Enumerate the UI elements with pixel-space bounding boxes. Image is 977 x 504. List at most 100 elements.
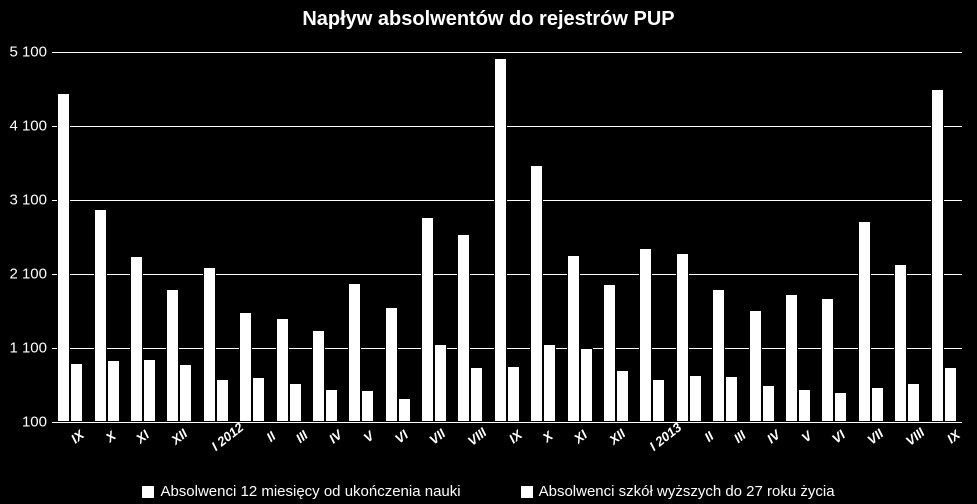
x-tick-label: V xyxy=(798,428,829,465)
x-tick-label: XII xyxy=(168,426,205,467)
bar-group xyxy=(348,283,374,422)
bar xyxy=(639,248,652,422)
legend-swatch-icon xyxy=(142,486,154,498)
bar-group xyxy=(385,307,411,422)
bar xyxy=(821,298,834,422)
bar xyxy=(385,307,398,422)
x-tick-label: IX xyxy=(944,427,977,466)
bar xyxy=(179,364,192,422)
bar xyxy=(203,267,216,422)
bar xyxy=(398,398,411,422)
bar-group xyxy=(239,312,265,422)
bar-group xyxy=(858,221,884,422)
x-tick-label: III xyxy=(293,427,326,465)
bar xyxy=(143,359,156,422)
x-tick-label: I 2013 xyxy=(646,420,699,474)
bar-group xyxy=(494,58,520,422)
bar-group xyxy=(749,310,775,422)
bar xyxy=(894,264,907,422)
bar xyxy=(749,310,762,422)
bar xyxy=(858,221,871,422)
bar-group xyxy=(567,255,593,422)
bar xyxy=(689,375,702,422)
bar-group xyxy=(457,234,483,422)
bar xyxy=(871,387,884,422)
x-tick-label: VI xyxy=(829,427,863,466)
y-tick-label: 5 100 xyxy=(3,44,47,61)
bar-group xyxy=(785,294,811,422)
x-tick-label: XII xyxy=(606,426,643,467)
bar xyxy=(944,367,957,422)
bar xyxy=(348,283,361,422)
legend-swatch-icon xyxy=(521,486,533,498)
bar xyxy=(652,379,665,422)
bar xyxy=(931,89,944,422)
y-tick-label: 2 100 xyxy=(3,266,47,283)
plot-area xyxy=(52,52,962,422)
bar xyxy=(457,234,470,422)
x-tick-label: IX xyxy=(68,427,102,466)
legend-label: Absolwenci szkół wyższych do 27 roku życ… xyxy=(539,483,835,500)
bar xyxy=(470,367,483,423)
chart-title: Napływ absolwentów do rejestrów PUP xyxy=(0,8,977,31)
bar-group xyxy=(130,256,156,423)
bar xyxy=(57,93,70,422)
bar xyxy=(70,363,83,422)
bar xyxy=(434,344,447,422)
bar-group xyxy=(94,209,120,422)
bar xyxy=(616,370,629,422)
x-tick-label: VII xyxy=(864,426,901,467)
bar-group xyxy=(203,267,229,422)
bar xyxy=(603,284,616,422)
bar xyxy=(276,318,289,422)
x-tick-label: VII xyxy=(427,426,464,467)
bar xyxy=(834,392,847,422)
bar xyxy=(166,289,179,422)
bar-group xyxy=(312,330,338,422)
bar xyxy=(798,389,811,422)
x-tick-label: VIII xyxy=(903,425,943,469)
bar-group xyxy=(166,289,192,422)
bar xyxy=(239,312,252,422)
y-tick-label: 1 100 xyxy=(3,340,47,357)
legend-item-0: Absolwenci 12 miesięcy od ukończenia nau… xyxy=(142,483,460,500)
bar-group xyxy=(603,284,629,422)
x-tick-label: VI xyxy=(392,427,426,466)
bar-group xyxy=(421,217,447,422)
gridline xyxy=(52,422,962,423)
bar xyxy=(507,366,520,422)
bar xyxy=(252,377,265,422)
bar xyxy=(421,217,434,422)
x-tick-label: IV xyxy=(764,427,798,466)
bar xyxy=(216,379,229,422)
x-tick-label: VIII xyxy=(465,425,505,469)
bar xyxy=(94,209,107,422)
bar xyxy=(289,383,302,422)
x-tick-label: III xyxy=(731,427,764,465)
chart-root: Napływ absolwentów do rejestrów PUP 1001… xyxy=(0,0,977,504)
bar xyxy=(107,360,120,422)
bar xyxy=(762,385,775,422)
legend-label: Absolwenci 12 miesięcy od ukończenia nau… xyxy=(160,483,460,500)
x-tick-label: IV xyxy=(326,427,360,466)
bar xyxy=(543,344,556,422)
bar xyxy=(530,165,543,422)
x-tick-label: XI xyxy=(133,427,167,466)
x-tick-label: X xyxy=(540,428,571,465)
x-tick-label: IX xyxy=(506,427,540,466)
bar-group xyxy=(712,289,738,422)
y-tick-label: 4 100 xyxy=(3,118,47,135)
x-tick-label: XI xyxy=(571,427,605,466)
bar-group xyxy=(894,264,920,422)
bar-group xyxy=(931,89,957,422)
x-tick-label: X xyxy=(102,428,133,465)
legend: Absolwenci 12 miesięcy od ukończenia nau… xyxy=(0,483,977,500)
bar xyxy=(907,383,920,422)
y-tick-label: 3 100 xyxy=(3,192,47,209)
bar-group xyxy=(57,93,83,422)
bar xyxy=(130,256,143,423)
bar-group xyxy=(639,248,665,422)
x-labels: IXXXIXIII 2012IIIIIIVVVIVIIVIIIIXXXIXIII… xyxy=(52,426,962,466)
bar xyxy=(785,294,798,422)
bar-group xyxy=(821,298,847,422)
